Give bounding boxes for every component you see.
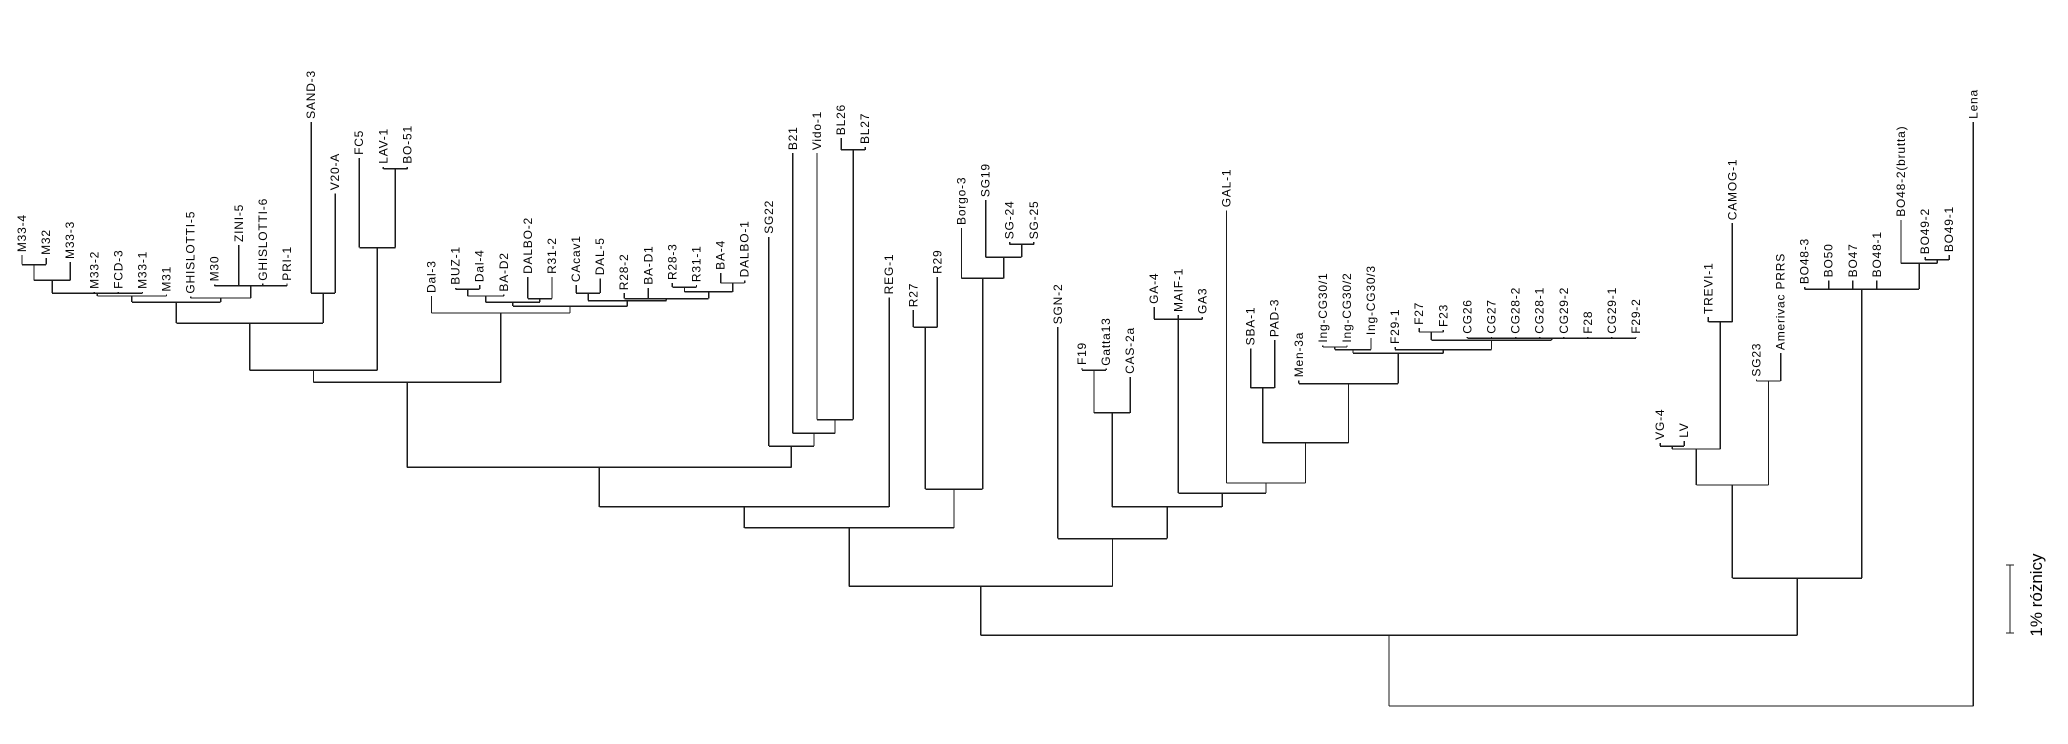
leaf-label: CG29-1 bbox=[1605, 287, 1619, 334]
leaf-label: BL26 bbox=[834, 104, 848, 135]
leaf-label: Dal-3 bbox=[425, 260, 439, 293]
leaf-label: R28-3 bbox=[665, 243, 679, 280]
leaf-label: FC5 bbox=[352, 130, 366, 155]
leaf-label: LAV-1 bbox=[376, 128, 390, 164]
leaf-label: ZINI-5 bbox=[232, 204, 246, 242]
leaf-label: F23 bbox=[1436, 304, 1450, 327]
leaf-label: R28-2 bbox=[617, 254, 631, 291]
leaf-label: BO49-1 bbox=[1942, 206, 1956, 252]
leaf-label: BO50 bbox=[1822, 243, 1836, 277]
leaf-label: BO48-1 bbox=[1870, 231, 1884, 277]
leaf-label: Ing-CG30/1 bbox=[1316, 273, 1330, 343]
leaf-label: BA-D2 bbox=[497, 252, 511, 291]
leaf-label: Men-3a bbox=[1292, 332, 1306, 378]
leaf-label: GAL-1 bbox=[1220, 169, 1234, 208]
leaf-label: FCD-3 bbox=[111, 250, 125, 289]
leaf-label: SG22 bbox=[762, 200, 776, 234]
leaf-label: DALBO-2 bbox=[521, 217, 535, 274]
leaf-label: SG-24 bbox=[1003, 201, 1017, 240]
leaf-label: BA-D1 bbox=[641, 245, 655, 284]
leaf-label: BL27 bbox=[858, 113, 872, 144]
leaf-label: Borgo-3 bbox=[955, 177, 969, 225]
leaf-label: SAND-3 bbox=[304, 70, 318, 119]
leaf-label: M33-2 bbox=[87, 251, 101, 289]
leaf-label: BO47 bbox=[1846, 243, 1860, 277]
leaf-label: VG-4 bbox=[1653, 409, 1667, 440]
leaf-label: F29-1 bbox=[1388, 309, 1402, 344]
leaf-label: DAL-5 bbox=[593, 237, 607, 275]
leaf-label: M32 bbox=[39, 229, 53, 255]
leaf-label: CAcav1 bbox=[569, 235, 583, 282]
leaf-label: B21 bbox=[786, 126, 800, 150]
leaf-label: Dal-4 bbox=[473, 249, 487, 282]
leaf-label: R27 bbox=[906, 283, 920, 307]
leaf-label: Lena bbox=[1966, 89, 1980, 119]
leaf-label: CG27 bbox=[1484, 299, 1498, 334]
leaf-label: PAD-3 bbox=[1268, 299, 1282, 337]
tree-branches bbox=[21, 121, 1974, 707]
leaf-label: CG28-2 bbox=[1509, 287, 1523, 334]
leaf-label: SG23 bbox=[1749, 343, 1763, 377]
scale-bar: 1% różnicy bbox=[2006, 553, 2046, 637]
leaf-label: BO49-2 bbox=[1918, 208, 1932, 254]
leaf-label: CG26 bbox=[1460, 299, 1474, 334]
leaf-label: CAS-2a bbox=[1123, 327, 1137, 374]
leaf-label: F27 bbox=[1412, 302, 1426, 325]
leaf-label: F29-2 bbox=[1629, 298, 1643, 333]
leaf-label: LV bbox=[1677, 422, 1691, 437]
leaf-label: GA-4 bbox=[1147, 273, 1161, 304]
leaf-label: M30 bbox=[208, 256, 222, 282]
leaf-label: R31-1 bbox=[690, 245, 704, 282]
leaf-label: REG-1 bbox=[882, 254, 896, 295]
leaf-labels: M33-4 M32 M33-3 M33-2 FCD-3 M33-1 M31 GHISLOTTI… bbox=[15, 70, 1980, 440]
leaf-label: F28 bbox=[1581, 311, 1595, 334]
leaf-label: V20-A bbox=[328, 153, 342, 190]
leaf-label: Gatta13 bbox=[1099, 317, 1113, 365]
leaf-label: BO48-2(brutta) bbox=[1894, 126, 1908, 217]
leaf-label: M31 bbox=[160, 266, 174, 292]
leaf-label: CG29-2 bbox=[1557, 287, 1571, 334]
leaf-label: TREVI-1 bbox=[1701, 262, 1715, 314]
leaf-label: M33-4 bbox=[15, 214, 29, 252]
leaf-label: Amerivac PRRS bbox=[1774, 253, 1788, 350]
leaf-label: GHISLOTTI-5 bbox=[184, 211, 198, 294]
leaf-label: CAMOG-1 bbox=[1725, 159, 1739, 221]
leaf-label: R29 bbox=[930, 249, 944, 273]
leaf-label: Vido-1 bbox=[810, 111, 824, 150]
leaf-label: BO48-3 bbox=[1798, 238, 1812, 284]
scale-bar-label: 1% różnicy bbox=[2027, 553, 2046, 637]
leaf-label: SGN-2 bbox=[1051, 284, 1065, 325]
leaf-label: Ing-CG30/2 bbox=[1340, 273, 1354, 343]
leaf-label: BO-51 bbox=[400, 125, 414, 164]
leaf-label: GHISLOTTI-6 bbox=[256, 198, 270, 281]
leaf-label: SG-25 bbox=[1027, 201, 1041, 240]
leaf-label: BA-4 bbox=[714, 240, 728, 270]
leaf-label: MAIF-1 bbox=[1171, 268, 1185, 312]
leaf-label: SBA-1 bbox=[1244, 307, 1258, 346]
leaf-label: DALBO-1 bbox=[738, 220, 752, 277]
leaf-label: M33-3 bbox=[63, 221, 77, 259]
leaf-label: SG19 bbox=[979, 163, 993, 197]
leaf-label: F19 bbox=[1075, 342, 1089, 365]
leaf-label: BUZ-1 bbox=[449, 246, 463, 285]
leaf-label: R31-2 bbox=[545, 237, 559, 274]
leaf-label: Ing-CG30/3 bbox=[1364, 265, 1378, 335]
leaf-label: CG28-1 bbox=[1533, 287, 1547, 334]
leaf-label: GA3 bbox=[1195, 288, 1209, 314]
leaf-label: PRI-1 bbox=[280, 246, 294, 281]
leaf-label: M33-1 bbox=[135, 251, 149, 289]
